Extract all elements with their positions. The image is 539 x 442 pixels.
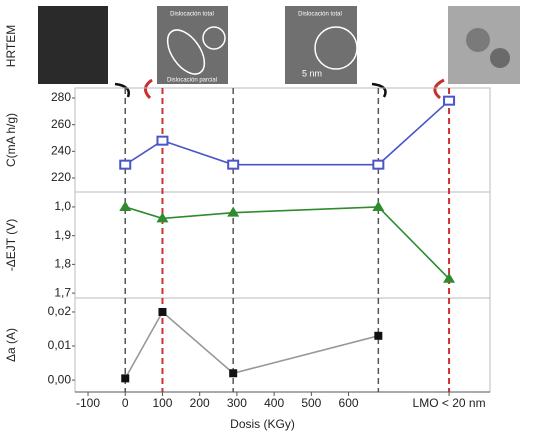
x-tick-label: 600 — [339, 396, 359, 410]
series-line — [124, 310, 379, 379]
y-tick-label: 1,7 — [54, 285, 71, 299]
y-tick-label: 0,00 — [48, 372, 72, 386]
marker — [372, 200, 385, 211]
y-axis-label: C(mA h/g) — [4, 113, 18, 167]
marker — [119, 200, 132, 211]
particle — [466, 28, 490, 52]
x-tick-label: 200 — [190, 396, 210, 410]
highlight — [166, 29, 206, 75]
annotation: Dislocación total — [298, 12, 342, 18]
marker — [443, 95, 456, 106]
highlight — [314, 26, 358, 70]
y-tick-label: 260 — [51, 117, 71, 131]
y-tick-label: 240 — [51, 144, 71, 158]
y-tick-label: 1,0 — [54, 199, 71, 213]
y-tick-label: 1,9 — [54, 228, 71, 242]
x-tick-label: 0 — [122, 396, 129, 410]
marker — [227, 159, 240, 170]
series-line — [124, 100, 450, 166]
x-tick-label: -100 — [76, 396, 100, 410]
y-tick-label: 0,01 — [48, 338, 72, 352]
marker — [119, 159, 132, 170]
marker — [443, 272, 456, 283]
y-tick-label: 0,o2 — [48, 304, 72, 318]
arrow — [114, 82, 130, 98]
x-tick-label: 400 — [264, 396, 284, 410]
marker — [372, 159, 385, 170]
hrtem-label: HRTEM — [4, 25, 18, 67]
annotation: 5 nm — [302, 68, 322, 78]
marker — [374, 331, 383, 340]
y-axis-label: Δa (A) — [4, 328, 18, 362]
hrtem-image — [285, 6, 357, 84]
hrtem-image — [38, 6, 108, 84]
x-tick-label: LMO < 20 nm — [413, 396, 486, 410]
x-axis-label: Dosis (KGy) — [230, 417, 295, 431]
arrow — [144, 78, 153, 100]
marker — [158, 307, 167, 316]
highlight — [202, 26, 226, 50]
y-tick-label: 1,8 — [54, 257, 71, 271]
x-tick-label: 100 — [152, 396, 172, 410]
y-axis-label: -ΔEJT (V) — [4, 219, 18, 271]
y-tick-label: 220 — [51, 170, 71, 184]
marker — [121, 374, 130, 383]
annotation: Dislocación parcial — [167, 78, 217, 84]
hrtem-image — [157, 6, 228, 84]
arrow — [433, 78, 445, 100]
marker — [229, 369, 238, 378]
frame — [74, 87, 491, 393]
particle — [490, 48, 510, 68]
x-tick-label: 500 — [301, 396, 321, 410]
series-line — [125, 206, 450, 280]
y-tick-label: 280 — [51, 90, 71, 104]
x-tick-label: 300 — [227, 396, 247, 410]
annotation: Dislocación total — [170, 12, 214, 18]
marker — [156, 135, 169, 146]
marker — [227, 206, 240, 217]
marker — [156, 212, 169, 223]
